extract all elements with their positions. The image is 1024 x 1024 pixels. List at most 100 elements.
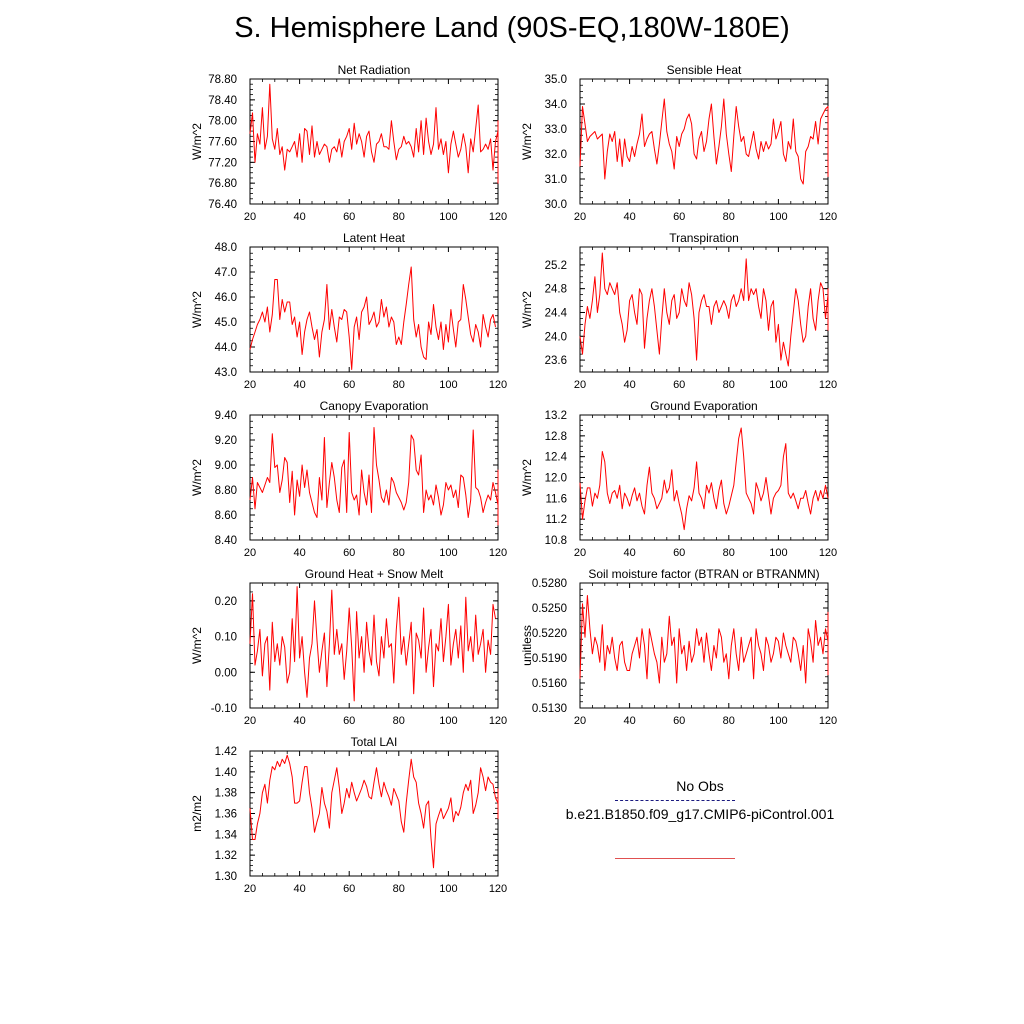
y-tick-label: 1.40 <box>215 767 237 779</box>
x-tick-label: 100 <box>439 547 457 559</box>
x-tick-label: 80 <box>723 547 735 559</box>
chart-panel-7: Ground Heat + Snow Melt W/m^2 20 40 60 80 100 1… <box>190 567 507 727</box>
y-axis-label: W/m^2 <box>190 459 204 496</box>
y-tick-label: 24.8 <box>545 284 567 296</box>
y-tick-label: 35.0 <box>545 74 567 86</box>
series-line <box>249 586 496 702</box>
y-tick-label: 1.34 <box>215 829 238 841</box>
y-tick-label: 13.2 <box>545 410 567 422</box>
x-tick-label: 80 <box>723 379 735 391</box>
y-tick-label: 1.42 <box>215 746 237 758</box>
x-tick-label: 40 <box>623 379 635 391</box>
x-tick-label: 40 <box>623 211 635 223</box>
legend-model-entry: b.e21.B1850.f09_g17.CMIP6-piControl.001 <box>520 806 880 859</box>
plot-frame <box>579 582 829 709</box>
y-tick-label: 10.8 <box>545 535 567 547</box>
x-tick-label: 120 <box>819 211 837 223</box>
y-tick-label: 0.5190 <box>532 653 567 665</box>
plot-frame <box>579 78 829 205</box>
x-tick-label: 100 <box>769 379 787 391</box>
y-tick-label: 34.0 <box>545 99 567 111</box>
x-tick-label: 60 <box>343 883 355 895</box>
x-tick-label: 120 <box>489 379 507 391</box>
y-tick-label: 33.0 <box>545 124 567 136</box>
y-tick-label: 76.80 <box>208 178 237 190</box>
y-tick-label: 9.00 <box>215 460 237 472</box>
legend-model-line <box>615 858 735 859</box>
x-tick-label: 100 <box>769 715 787 727</box>
x-tick-label: 20 <box>244 883 256 895</box>
y-axis-label: W/m^2 <box>190 123 204 160</box>
x-tick-label: 40 <box>293 883 305 895</box>
y-tick-label: 0.5280 <box>532 578 567 590</box>
y-tick-label: 25.2 <box>545 260 567 272</box>
chart-panel-2: Sensible Heat W/m^2 20 40 60 80 100 120 30.0 31.0… <box>520 63 837 223</box>
y-axis-label: W/m^2 <box>520 459 534 496</box>
plot-frame <box>249 750 499 877</box>
x-tick-label: 120 <box>489 883 507 895</box>
series-line <box>249 266 496 370</box>
series-line <box>579 427 829 531</box>
y-tick-label: 44.0 <box>215 342 237 354</box>
y-tick-label: 8.80 <box>215 485 237 497</box>
x-tick-label: 80 <box>723 715 735 727</box>
y-tick-label: 9.20 <box>215 435 237 447</box>
x-tick-label: 40 <box>293 379 305 391</box>
series-line <box>579 595 829 684</box>
x-tick-label: 80 <box>393 547 405 559</box>
legend-obs-label: No Obs <box>676 778 724 794</box>
y-tick-label: 1.32 <box>215 850 237 862</box>
x-tick-label: 60 <box>673 715 685 727</box>
chart-title: Sensible Heat <box>667 63 742 77</box>
x-tick-label: 100 <box>439 211 457 223</box>
x-tick-label: 120 <box>489 715 507 727</box>
x-tick-label: 20 <box>574 715 586 727</box>
y-tick-label: 32.0 <box>545 149 567 161</box>
x-tick-label: 60 <box>343 379 355 391</box>
x-tick-label: 100 <box>769 211 787 223</box>
chart-title: Net Radiation <box>338 63 411 77</box>
y-tick-label: 78.00 <box>208 116 237 128</box>
x-tick-label: 100 <box>439 715 457 727</box>
y-tick-label: 12.0 <box>545 473 567 485</box>
x-tick-label: 40 <box>293 211 305 223</box>
x-tick-label: 60 <box>673 379 685 391</box>
y-tick-label: 45.0 <box>215 317 237 329</box>
y-tick-label: 0.5130 <box>532 703 567 715</box>
chart-title: Total LAI <box>351 735 398 749</box>
y-tick-label: -0.10 <box>211 703 237 715</box>
x-tick-label: 40 <box>293 715 305 727</box>
y-tick-label: 0.00 <box>215 667 237 679</box>
plot-frame <box>249 246 499 373</box>
x-tick-label: 120 <box>819 379 837 391</box>
y-tick-label: 0.5250 <box>532 603 567 615</box>
chart-panel-4: Transpiration W/m^2 20 40 60 80 100 120 23.6 24.0… <box>520 231 837 391</box>
y-tick-label: 11.2 <box>545 514 567 526</box>
y-tick-label: 43.0 <box>215 367 237 379</box>
plot-frame <box>249 78 499 205</box>
chart-panel-8: Soil moisture factor (BTRAN or BTRANMN) u… <box>520 567 837 727</box>
chart-panel-6: Ground Evaporation W/m^2 20 40 60 80 100 120 10.… <box>520 399 837 559</box>
y-tick-label: 9.40 <box>215 410 237 422</box>
y-axis-label: W/m^2 <box>190 627 204 664</box>
y-tick-label: 12.4 <box>545 452 568 464</box>
x-tick-label: 80 <box>393 379 405 391</box>
x-tick-label: 120 <box>819 547 837 559</box>
legend-model-label: b.e21.B1850.f09_g17.CMIP6-piControl.001 <box>565 806 835 822</box>
y-tick-label: 46.0 <box>215 292 237 304</box>
x-tick-label: 60 <box>673 211 685 223</box>
y-tick-label: 77.60 <box>208 137 237 149</box>
x-tick-label: 20 <box>244 379 256 391</box>
x-tick-label: 60 <box>343 715 355 727</box>
chart-panel-9: Total LAI m2/m2 20 40 60 80 100 120 1.30 1.32 1.34… <box>190 735 507 895</box>
y-tick-label: 47.0 <box>215 267 237 279</box>
y-tick-label: 24.0 <box>545 331 567 343</box>
y-tick-label: 78.40 <box>208 95 237 107</box>
x-tick-label: 100 <box>769 547 787 559</box>
x-tick-label: 60 <box>343 211 355 223</box>
y-tick-label: 78.80 <box>208 74 237 86</box>
x-tick-label: 120 <box>489 211 507 223</box>
y-tick-label: 31.0 <box>545 174 567 186</box>
chart-title: Ground Heat + Snow Melt <box>305 567 444 581</box>
